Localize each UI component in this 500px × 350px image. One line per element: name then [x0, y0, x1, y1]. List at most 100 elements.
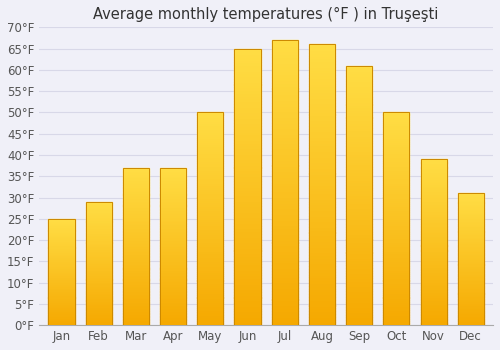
- Bar: [458, 303, 484, 304]
- Bar: [420, 209, 446, 211]
- Bar: [198, 293, 224, 295]
- Bar: [198, 210, 224, 212]
- Bar: [458, 217, 484, 218]
- Bar: [234, 178, 260, 181]
- Bar: [309, 148, 335, 151]
- Bar: [458, 255, 484, 257]
- Bar: [86, 253, 112, 255]
- Bar: [48, 306, 74, 307]
- Bar: [48, 277, 74, 278]
- Bar: [346, 149, 372, 151]
- Bar: [123, 221, 149, 223]
- Bar: [384, 229, 409, 232]
- Bar: [458, 219, 484, 221]
- Bar: [86, 287, 112, 288]
- Bar: [420, 159, 446, 161]
- Bar: [86, 233, 112, 234]
- Bar: [160, 280, 186, 281]
- Bar: [346, 86, 372, 89]
- Bar: [309, 95, 335, 98]
- Bar: [123, 294, 149, 295]
- Bar: [420, 225, 446, 227]
- Bar: [346, 278, 372, 281]
- Bar: [346, 167, 372, 169]
- Bar: [234, 87, 260, 90]
- Bar: [198, 240, 224, 242]
- Bar: [384, 130, 409, 132]
- Bar: [234, 248, 260, 251]
- Bar: [458, 294, 484, 295]
- Bar: [86, 245, 112, 246]
- Bar: [346, 99, 372, 102]
- Bar: [346, 105, 372, 107]
- Bar: [198, 272, 224, 274]
- Bar: [272, 89, 297, 91]
- Bar: [384, 274, 409, 276]
- Bar: [234, 156, 260, 159]
- Bar: [48, 296, 74, 298]
- Bar: [272, 111, 297, 114]
- Bar: [346, 320, 372, 323]
- Bar: [384, 142, 409, 144]
- Bar: [48, 241, 74, 242]
- Bar: [458, 204, 484, 205]
- Bar: [48, 314, 74, 315]
- Bar: [48, 317, 74, 318]
- Bar: [123, 322, 149, 324]
- Bar: [346, 188, 372, 190]
- Bar: [309, 244, 335, 246]
- Bar: [198, 287, 224, 289]
- Bar: [86, 277, 112, 278]
- Bar: [160, 183, 186, 185]
- Bar: [123, 278, 149, 280]
- Bar: [123, 193, 149, 195]
- Bar: [234, 193, 260, 195]
- Bar: [384, 159, 409, 161]
- Bar: [420, 256, 446, 257]
- Bar: [420, 231, 446, 232]
- Bar: [234, 286, 260, 289]
- Bar: [160, 239, 186, 240]
- Bar: [160, 294, 186, 295]
- Bar: [420, 211, 446, 212]
- Bar: [458, 300, 484, 301]
- Bar: [234, 96, 260, 98]
- Bar: [346, 185, 372, 188]
- Bar: [384, 319, 409, 321]
- Bar: [48, 315, 74, 316]
- Bar: [384, 236, 409, 238]
- Bar: [160, 240, 186, 242]
- Bar: [234, 104, 260, 107]
- Bar: [272, 80, 297, 83]
- Bar: [48, 240, 74, 241]
- Bar: [384, 308, 409, 310]
- Bar: [160, 297, 186, 299]
- Bar: [420, 312, 446, 314]
- Bar: [86, 289, 112, 290]
- Bar: [123, 319, 149, 321]
- Bar: [160, 272, 186, 273]
- Bar: [420, 280, 446, 282]
- Bar: [234, 159, 260, 162]
- Bar: [123, 201, 149, 202]
- Bar: [86, 271, 112, 272]
- Bar: [309, 280, 335, 283]
- Bar: [123, 231, 149, 232]
- Bar: [272, 148, 297, 151]
- Bar: [234, 98, 260, 101]
- Bar: [384, 112, 409, 325]
- Bar: [123, 174, 149, 176]
- Bar: [309, 171, 335, 174]
- Bar: [123, 251, 149, 253]
- Bar: [86, 247, 112, 249]
- Bar: [86, 315, 112, 316]
- Bar: [48, 255, 74, 256]
- Bar: [234, 209, 260, 212]
- Bar: [48, 246, 74, 247]
- Bar: [160, 302, 186, 303]
- Bar: [272, 120, 297, 123]
- Bar: [48, 257, 74, 258]
- Bar: [458, 196, 484, 197]
- Bar: [198, 298, 224, 300]
- Bar: [198, 251, 224, 253]
